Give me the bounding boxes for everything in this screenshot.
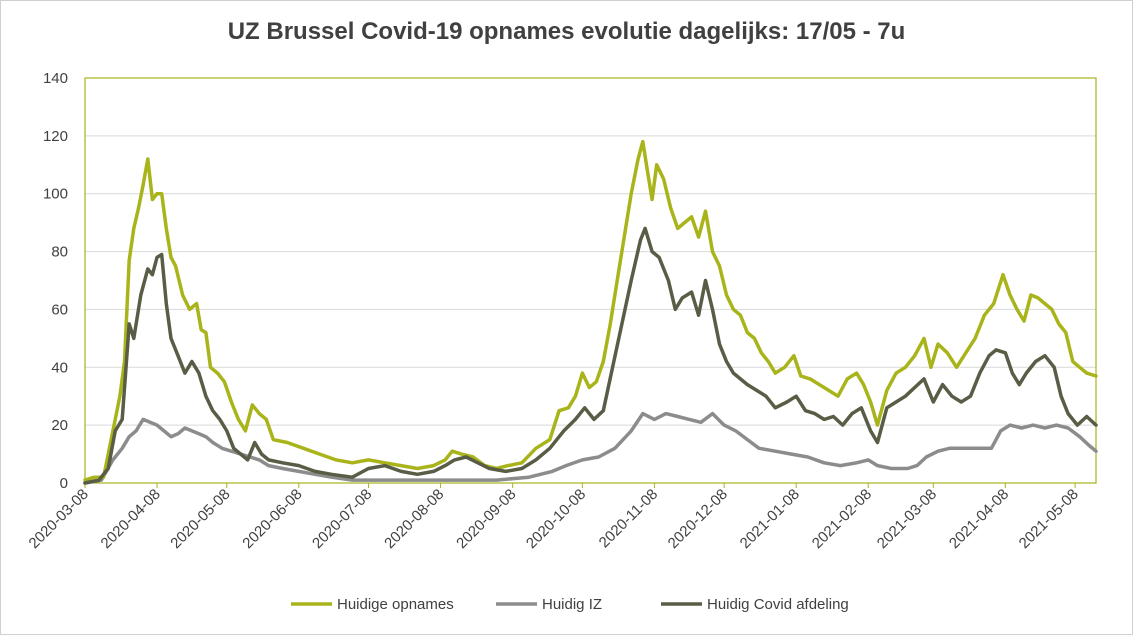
y-tick-label: 120	[43, 128, 68, 145]
series-line-2	[83, 226, 1098, 485]
plot-area-border	[84, 77, 1097, 484]
x-tick-label: 2020-07-08	[309, 486, 375, 552]
x-tick-label: 2021-04-08	[946, 486, 1012, 552]
chart-title: UZ Brussel Covid-19 opnames evolutie dag…	[227, 18, 906, 45]
x-tick-label: 2020-03-08	[26, 486, 92, 552]
legend-label: Huidig Covid afdeling	[707, 596, 849, 613]
x-tick-label: 2020-05-08	[167, 486, 233, 552]
legend-label: Huidige opnames	[337, 596, 454, 613]
y-tick-label: 40	[51, 359, 68, 376]
x-tick-label: 2021-03-08	[874, 486, 940, 552]
x-axis-ticks: 2020-03-08 2020-04-08 2020-05-08 2020-06-08…	[26, 483, 1082, 552]
x-tick-label: 2020-09-08	[453, 486, 519, 552]
y-tick-label: 80	[51, 244, 68, 261]
x-tick-label: 2021-05-08	[1016, 486, 1082, 552]
x-tick-label: 2021-02-08	[809, 486, 875, 552]
series-lines	[83, 139, 1098, 485]
legend: Huidige opnames Huidig IZ Huidig Covid afd…	[291, 596, 849, 613]
x-tick-label: 2020-06-08	[239, 486, 305, 552]
x-tick-label: 2020-11-08	[596, 486, 661, 551]
y-tick-label: 100	[43, 186, 68, 203]
x-tick-label: 2021-01-08	[737, 486, 803, 552]
legend-label: Huidig IZ	[542, 596, 602, 613]
x-tick-label: 2020-08-08	[381, 486, 447, 552]
x-tick-label: 2020-10-08	[523, 486, 589, 552]
y-tick-label: 0	[60, 475, 68, 492]
gridlines	[85, 77, 1096, 484]
y-tick-label: 60	[51, 301, 68, 318]
y-tick-label: 140	[43, 70, 68, 87]
y-tick-label: 20	[51, 417, 68, 434]
x-tick-label: 2020-12-08	[665, 486, 731, 552]
x-tick-label: 2020-04-08	[98, 486, 164, 552]
series-line-0	[83, 139, 1098, 482]
y-axis-ticks: 0 20 40 60 80 100 120 140	[43, 70, 68, 492]
series-line-1	[83, 411, 1098, 485]
